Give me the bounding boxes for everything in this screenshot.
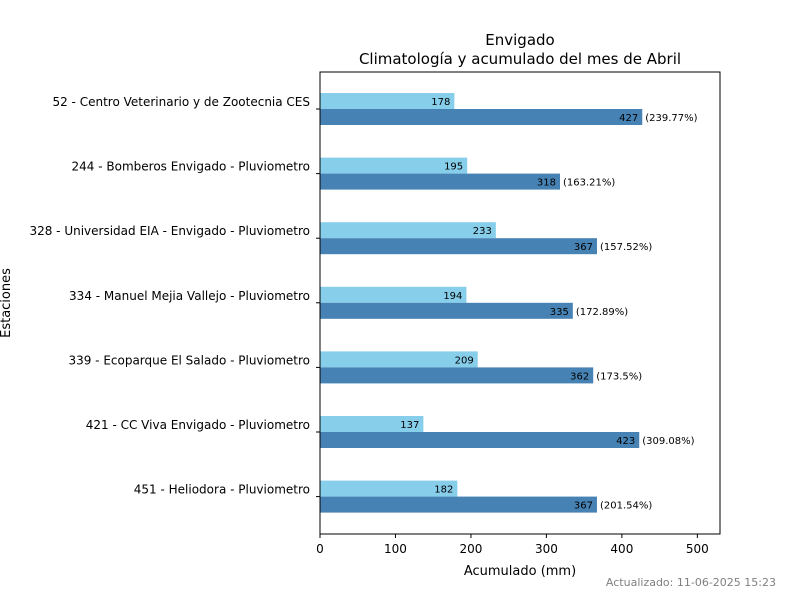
x-tick-label: 300: [535, 542, 558, 556]
y-tick-label: 328 - Universidad EIA - Envigado - Pluvi…: [29, 224, 310, 238]
y-tick-label: 244 - Bomberos Envigado - Pluviometro: [72, 160, 310, 174]
y-tick-label: 52 - Centro Veterinario y de Zootecnia C…: [52, 95, 310, 109]
x-tick-label: 100: [384, 542, 407, 556]
accumulated-value-label: 427: [619, 113, 638, 124]
climatology-value-label: 194: [443, 291, 462, 302]
x-tick-label: 400: [610, 542, 633, 556]
climatology-value-label: 178: [431, 97, 450, 108]
climatology-bar: [320, 93, 455, 109]
bars-group: 178 427 (239.77%) 195 318 (163.21%) 233 367 (157…: [320, 93, 698, 513]
climatology-bar: [320, 351, 478, 368]
accumulated-value-label: 318: [537, 178, 556, 189]
y-tick-label: 339 - Ecoparque El Salado - Pluviometro: [68, 353, 310, 367]
climatology-bar: [320, 157, 468, 174]
accumulated-percent-label: (201.54%): [600, 501, 652, 512]
climatology-value-label: 137: [400, 420, 419, 431]
accumulated-percent-label: (309.08%): [642, 436, 694, 447]
accumulated-bar: [320, 367, 594, 384]
accumulated-value-label: 367: [574, 242, 593, 253]
accumulated-bar: [320, 238, 597, 255]
accumulated-bar: [320, 496, 597, 513]
accumulated-percent-label: (173.5%): [596, 371, 642, 382]
x-tick-label: 200: [459, 542, 482, 556]
accumulated-percent-label: (172.89%): [576, 307, 628, 318]
y-tick-label: 421 - CC Viva Envigado - Pluviometro: [86, 418, 310, 432]
climatology-value-label: 209: [455, 355, 474, 366]
accumulated-percent-label: (239.77%): [645, 113, 697, 124]
climatology-value-label: 233: [473, 226, 492, 237]
y-tick-label: 334 - Manuel Mejia Vallejo - Pluviometro: [69, 289, 310, 303]
x-tick-label: 0: [316, 542, 324, 556]
accumulated-bar: [320, 109, 643, 125]
chart-subtitle: Climatología y acumulado del mes de Abri…: [359, 50, 681, 68]
accumulated-value-label: 423: [616, 436, 635, 447]
x-axis-ticks: 0 100 200 300 400 500: [316, 534, 709, 556]
updated-timestamp: Actualizado: 11-06-2025 15:23: [606, 576, 776, 589]
chart-title: Envigado: [485, 31, 554, 49]
accumulated-bar: [320, 432, 640, 448]
accumulated-value-label: 362: [570, 371, 589, 382]
y-tick-label: 451 - Heliodora - Pluviometro: [134, 483, 310, 497]
climatology-bar: [320, 480, 458, 497]
climatology-bar: [320, 416, 424, 432]
climatology-value-label: 182: [434, 485, 453, 496]
x-tick-label: 500: [686, 542, 709, 556]
accumulated-bar: [320, 302, 573, 319]
climatology-bar: [320, 286, 467, 303]
accumulated-bar: [320, 173, 560, 190]
y-axis-label: Estaciones: [0, 268, 14, 338]
climatology-bar: [320, 222, 496, 239]
x-axis-label: Acumulado (mm): [464, 564, 576, 579]
accumulated-value-label: 335: [550, 307, 569, 318]
accumulated-value-label: 367: [574, 501, 593, 512]
climatology-value-label: 195: [444, 162, 463, 173]
y-axis-ticks: 52 - Centro Veterinario y de Zootecnia C…: [29, 95, 320, 498]
accumulated-percent-label: (163.21%): [563, 178, 615, 189]
accumulated-percent-label: (157.52%): [600, 242, 652, 253]
